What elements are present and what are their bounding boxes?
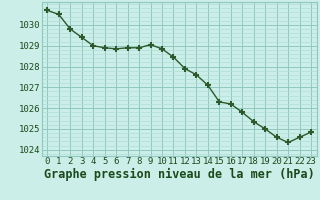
X-axis label: Graphe pression niveau de la mer (hPa): Graphe pression niveau de la mer (hPa) [44, 168, 315, 181]
